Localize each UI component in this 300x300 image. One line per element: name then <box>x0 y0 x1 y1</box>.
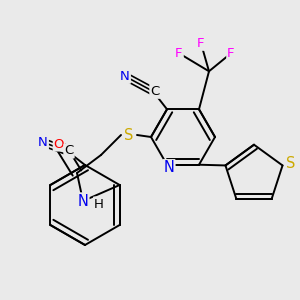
Text: F: F <box>227 47 235 60</box>
Text: C: C <box>150 85 160 98</box>
Text: F: F <box>175 47 183 60</box>
Text: H: H <box>94 197 104 211</box>
Text: S: S <box>124 128 134 142</box>
Text: N: N <box>120 70 130 83</box>
Text: O: O <box>54 137 64 151</box>
Text: S: S <box>286 156 295 171</box>
Text: N: N <box>164 160 174 175</box>
Text: N: N <box>78 194 88 208</box>
Text: N: N <box>38 136 48 149</box>
Text: F: F <box>197 37 205 50</box>
Text: C: C <box>64 145 74 158</box>
